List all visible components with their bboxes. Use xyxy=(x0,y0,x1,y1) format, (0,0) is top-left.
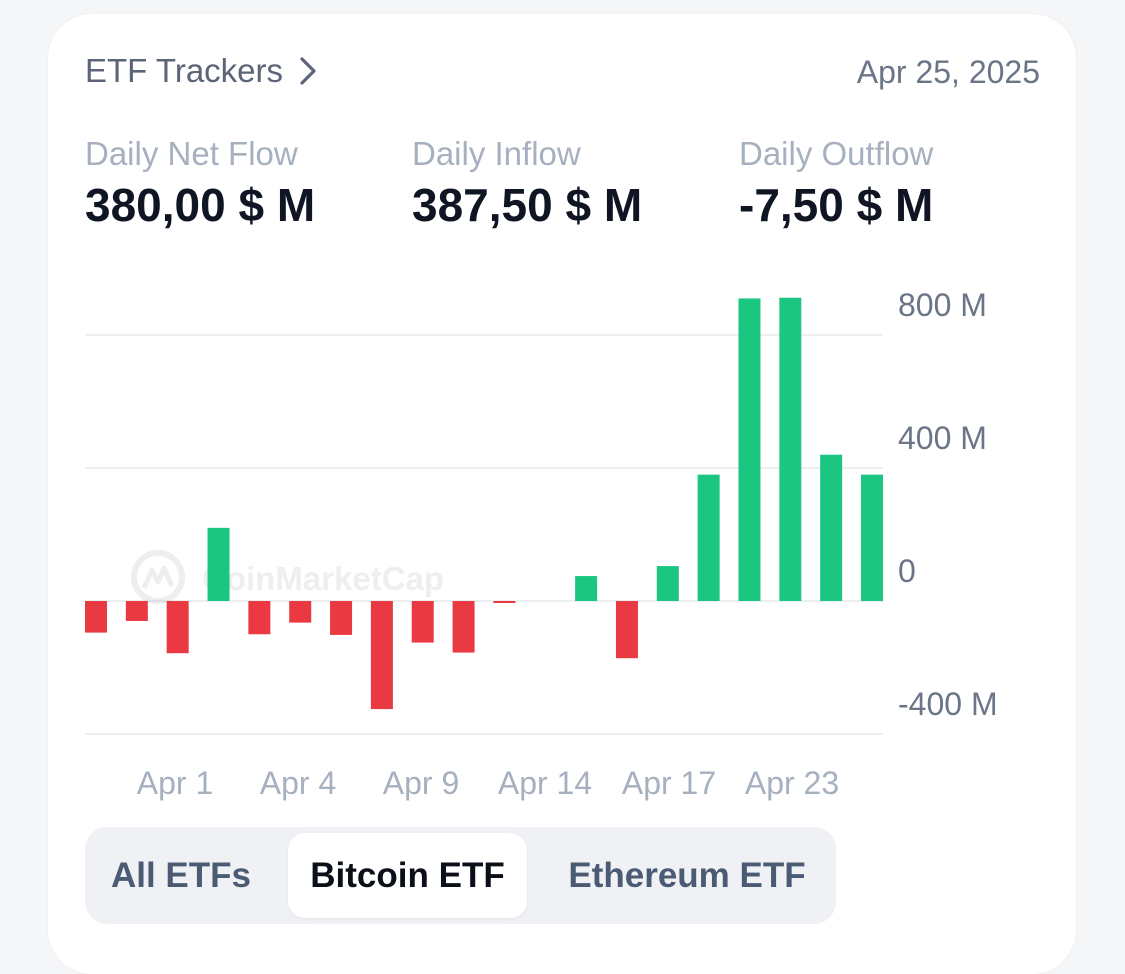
daily-net-flow-stat: Daily Net Flow 380,00 $ M xyxy=(85,135,315,233)
coinmarketcap-logo-icon xyxy=(131,550,185,604)
x-tick-label: Apr 17 xyxy=(622,765,716,801)
stat-label: Daily Inflow xyxy=(412,135,581,172)
bar xyxy=(330,601,353,635)
y-tick-label: 800 M xyxy=(898,287,987,323)
bar xyxy=(248,601,271,635)
y-tick-label: -400 M xyxy=(898,686,998,722)
coinmarketcap-watermark: CoinMarketCap xyxy=(131,550,444,604)
bar xyxy=(615,601,638,659)
chevron-right-icon xyxy=(300,57,316,85)
bar xyxy=(493,601,516,603)
etf-type-segmented-control: All ETFs Bitcoin ETF Ethereum ETF xyxy=(85,827,836,924)
daily-outflow-stat: Daily Outflow -7,50 $ M xyxy=(739,135,933,233)
bar xyxy=(166,601,189,654)
x-tick-label: Apr 4 xyxy=(260,765,336,801)
x-tick-label: Apr 23 xyxy=(745,765,839,801)
bar xyxy=(370,601,393,710)
bar xyxy=(575,576,598,601)
bar xyxy=(820,454,843,601)
coinmarketcap-logo-mark xyxy=(141,565,175,590)
stat-label: Daily Outflow xyxy=(739,135,934,172)
bar xyxy=(656,566,679,601)
x-axis-labels: Apr 1 Apr 4 Apr 9 Apr 14 Apr 17 Apr 23 xyxy=(137,765,839,801)
watermark-text: CoinMarketCap xyxy=(202,560,444,597)
tab-ethereum-etf[interactable]: Ethereum ETF xyxy=(568,855,806,895)
bar xyxy=(452,601,475,653)
etf-trackers-link[interactable]: ETF Trackers xyxy=(85,52,319,90)
bar xyxy=(125,601,148,621)
y-axis-labels: 800 M 400 M 0 -400 M xyxy=(898,287,998,722)
x-tick-label: Apr 9 xyxy=(383,765,459,801)
bar xyxy=(779,297,802,601)
bar xyxy=(289,601,312,623)
tab-all-etfs[interactable]: All ETFs xyxy=(110,855,252,895)
date-label: Apr 25, 2025 xyxy=(856,54,1040,90)
x-tick-label: Apr 14 xyxy=(498,765,592,801)
daily-inflow-stat: Daily Inflow 387,50 $ M xyxy=(412,135,642,233)
stat-value: -7,50 $ M xyxy=(739,179,934,231)
bars xyxy=(85,297,883,710)
bar xyxy=(85,601,107,633)
bar xyxy=(207,527,230,601)
bar xyxy=(411,601,434,643)
y-tick-label: 400 M xyxy=(898,420,987,456)
x-tick-label: Apr 1 xyxy=(137,765,213,801)
etf-tracker-card xyxy=(48,14,1076,974)
stat-value: 387,50 $ M xyxy=(412,179,643,231)
bar xyxy=(861,474,883,601)
bar xyxy=(697,474,720,601)
y-tick-label: 0 xyxy=(898,553,916,589)
tab-bitcoin-etf[interactable]: Bitcoin ETF xyxy=(288,833,527,918)
bar xyxy=(738,298,761,601)
stat-label: Daily Net Flow xyxy=(85,135,298,172)
grid-lines xyxy=(85,334,883,735)
etf-trackers-title: ETF Trackers xyxy=(85,52,284,89)
stat-value: 380,00 $ M xyxy=(85,179,316,231)
